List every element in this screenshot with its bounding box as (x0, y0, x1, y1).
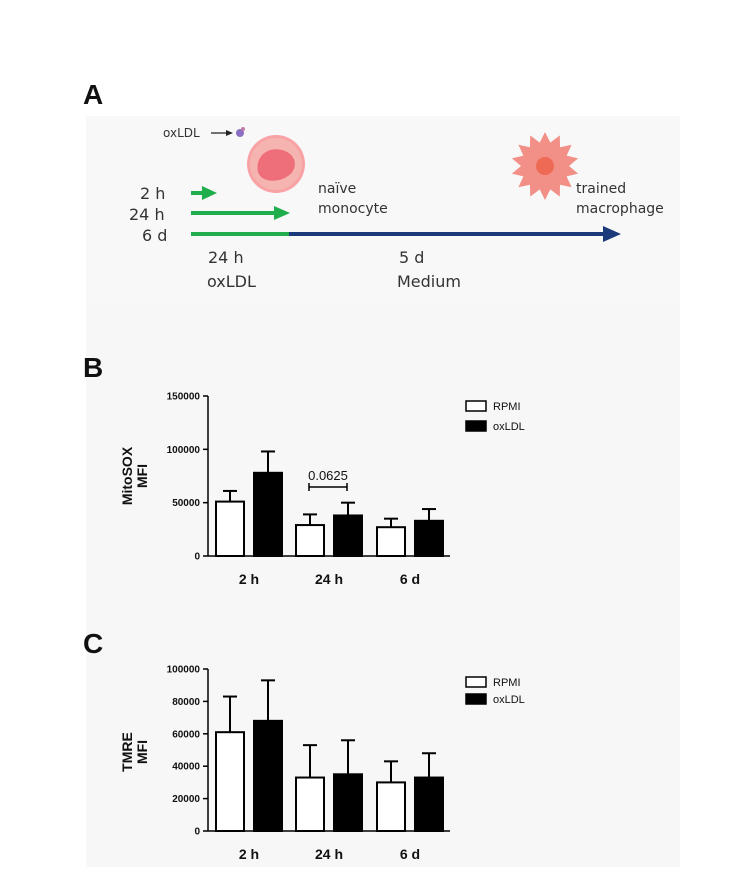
y-tick-label: 60000 (172, 729, 200, 740)
phase1-treatment: oxLDL (207, 272, 256, 291)
chart-b-ylabel-line2: MFI (134, 464, 150, 488)
chart-c-legend-oxldl-label: oxLDL (493, 694, 525, 706)
y-tick-label: 100000 (167, 665, 201, 676)
duration-24h-label: 24 h (129, 205, 165, 224)
bar-rpmi-6d (376, 526, 406, 558)
chart-c-legend-rpmi-swatch (465, 676, 487, 688)
bar-oxldl-2h (253, 719, 283, 833)
chart-b-legend-rpmi-swatch (465, 400, 487, 412)
y-tick-label: 0 (194, 552, 200, 563)
bar-rpmi-2h (215, 731, 245, 832)
duration-6d-label: 6 d (142, 226, 167, 245)
schematic: oxLDL naïve monocyte trained macrophage … (129, 126, 664, 291)
bar-oxldl-6d (414, 776, 444, 832)
bar-rpmi-6d (376, 781, 406, 833)
phase2-treatment: Medium (397, 272, 461, 291)
duration-2h-label: 2 h (140, 184, 165, 203)
arrow-2h-head (202, 186, 217, 200)
arrow-24h-head (274, 206, 290, 220)
y-tick-label: 0 (194, 827, 200, 838)
oxldl-label: oxLDL (163, 126, 200, 140)
chart-b-significance-bracket (308, 483, 348, 491)
naive-monocyte-label-line1: naïve (318, 181, 356, 197)
chart-c-ylabel-line2: MFI (134, 740, 150, 764)
bar-rpmi-24h (295, 524, 325, 557)
category-label: 6 d (400, 846, 420, 862)
bar-oxldl-24h (333, 773, 363, 832)
y-tick-label: 100000 (167, 445, 201, 456)
panel-a-label: A (83, 79, 103, 110)
y-tick-label: 40000 (172, 762, 200, 773)
chart-c-y-ticks: 0 20000 40000 60000 80000 100000 (167, 665, 208, 838)
y-tick-label: 20000 (172, 794, 200, 805)
category-label: 24 h (315, 846, 343, 862)
naive-monocyte-icon (247, 135, 305, 193)
oxldl-particle-icon (236, 127, 245, 137)
category-label: 2 h (239, 571, 259, 587)
y-tick-label: 150000 (167, 392, 201, 403)
trained-macrophage-label-line1: trained (576, 181, 626, 197)
chart-b-significance-value: 0.0625 (308, 468, 348, 483)
chart-c-legend-oxldl-swatch (465, 693, 487, 705)
oxldl-pointer-head (226, 130, 233, 136)
chart-b-y-ticks: 0 50000 100000 150000 (167, 392, 208, 563)
chart-c: 0 20000 40000 60000 80000 100000 2 h 24 h 6 d T… (119, 665, 525, 863)
y-tick-label: 50000 (172, 498, 200, 509)
category-label: 6 d (400, 571, 420, 587)
bar-oxldl-2h (253, 471, 283, 557)
chart-b-bars (215, 450, 444, 558)
chart-b-ylabel-line1: MitoSOX (119, 446, 135, 505)
bar-oxldl-6d (414, 519, 444, 557)
naive-monocyte-label-line2: monocyte (318, 201, 388, 217)
phase1-duration: 24 h (208, 248, 244, 267)
bar-rpmi-24h (295, 776, 325, 832)
chart-b-legend-oxldl-swatch (465, 420, 487, 432)
chart-b-legend-rpmi-label: RPMI (493, 401, 521, 413)
chart-c-legend-rpmi-label: RPMI (493, 677, 521, 689)
category-label: 2 h (239, 846, 259, 862)
chart-c-ylabel-line1: TMRE (119, 732, 135, 772)
chart-c-bars (215, 679, 444, 833)
bar-rpmi-2h (215, 500, 245, 558)
panel-c-label: C (83, 628, 103, 659)
timeline-arrow-head (603, 226, 621, 242)
panel-a-background (86, 116, 680, 302)
category-label: 24 h (315, 571, 343, 587)
y-tick-label: 80000 (172, 697, 200, 708)
panel-bc-background (86, 302, 680, 867)
chart-c-category-labels: 2 h 24 h 6 d (239, 846, 420, 862)
phase2-duration: 5 d (399, 248, 424, 267)
trained-macrophage-icon (511, 132, 579, 200)
chart-b-category-labels: 2 h 24 h 6 d (239, 571, 420, 587)
chart-b: 0 50000 100000 150000 2 h 24 h 6 d MitoSOX MF… (119, 392, 525, 588)
chart-b-legend-oxldl-label: oxLDL (493, 421, 525, 433)
panel-b-label: B (83, 352, 103, 383)
bar-oxldl-24h (333, 514, 363, 558)
trained-macrophage-label-line2: macrophage (576, 201, 664, 217)
